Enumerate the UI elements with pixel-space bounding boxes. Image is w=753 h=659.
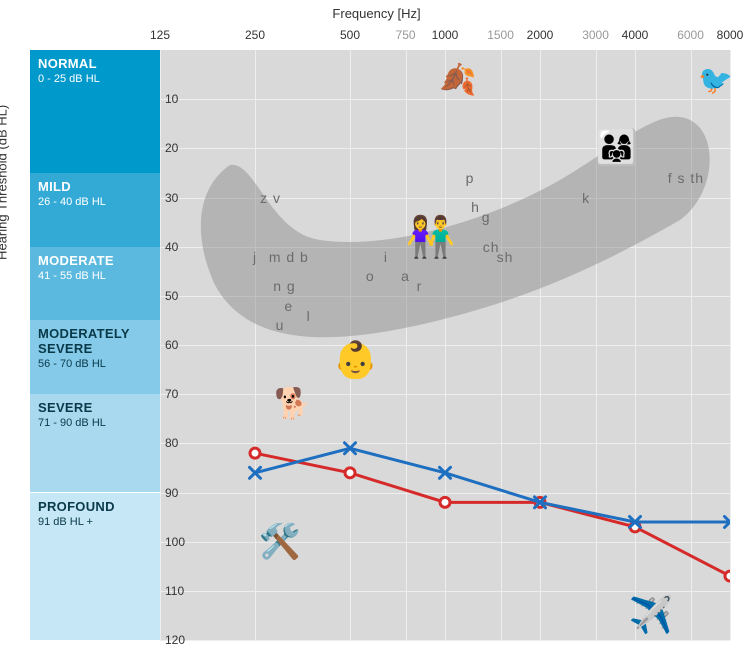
category-normal: NORMAL 0 - 25 dB HL <box>30 50 160 173</box>
y-tick-label: 80 <box>165 436 178 450</box>
phoneme-label: f s th <box>668 170 704 186</box>
y-tick-label: 50 <box>165 289 178 303</box>
phoneme-label: i <box>384 249 388 265</box>
category-severe: SEVERE 71 - 90 dB HL <box>30 394 160 492</box>
x-tick-label: 1500 <box>487 28 514 42</box>
phoneme-label: u <box>276 317 285 333</box>
y-tick-label: 20 <box>165 141 178 155</box>
x-tick-label: 4000 <box>622 28 649 42</box>
x-tick-label: 6000 <box>677 28 704 42</box>
category-title: NORMAL <box>38 56 152 71</box>
phoneme-label: n g <box>273 278 295 294</box>
audiogram-chart: Hearing Threshold (dB HL) Frequency [Hz]… <box>0 0 753 659</box>
gridline-h <box>160 345 730 346</box>
y-tick-label: 70 <box>165 387 178 401</box>
category-range: 41 - 55 dB HL <box>38 270 152 282</box>
gridline-h <box>160 640 730 641</box>
gridline-h <box>160 591 730 592</box>
x-tick-label: 500 <box>340 28 360 42</box>
category-title: PROFOUND <box>38 499 152 514</box>
phoneme-label: h <box>471 199 480 215</box>
x-tick-label: 2000 <box>527 28 554 42</box>
category-moderate: MODERATE 41 - 55 dB HL <box>30 247 160 321</box>
category-title: MILD <box>38 179 152 194</box>
leaves-icon: 🍂 <box>439 62 476 97</box>
y-tick-label: 120 <box>165 633 185 647</box>
phoneme-label: sh <box>497 249 514 265</box>
gridline-h <box>160 148 730 149</box>
x-tick-label: 250 <box>245 28 265 42</box>
x-tick-label: 750 <box>396 28 416 42</box>
lawnmower-icon: 🛠️ <box>259 522 301 562</box>
gridline-h <box>160 296 730 297</box>
phoneme-label: j <box>253 249 257 265</box>
phoneme-label: o <box>366 268 375 284</box>
x-tick-label: 3000 <box>582 28 609 42</box>
x-tick-label: 125 <box>150 28 170 42</box>
conversation-icon: 👫 <box>406 213 456 260</box>
category-profound: PROFOUND 91 dB HL + <box>30 493 160 641</box>
gridline-h <box>160 443 730 444</box>
gridline-h <box>160 493 730 494</box>
category-title: MODERATELY SEVERE <box>38 326 152 356</box>
phoneme-label: e <box>284 298 293 314</box>
category-mild: MILD 26 - 40 dB HL <box>30 173 160 247</box>
y-tick-label: 110 <box>165 584 184 598</box>
category-range: 26 - 40 dB HL <box>38 196 152 208</box>
phoneme-label: m d b <box>269 249 309 265</box>
y-tick-label: 40 <box>165 240 178 254</box>
phoneme-label: g <box>482 209 491 225</box>
phoneme-label: z v <box>260 190 281 206</box>
phoneme-label: l <box>307 308 311 324</box>
phoneme-label: p <box>466 170 475 186</box>
x-axis-label: Frequency [Hz] <box>332 6 420 21</box>
baby-icon: 👶 <box>333 339 378 381</box>
y-axis-label: Hearing Threshold (dB HL) <box>0 104 10 259</box>
x-tick-label: 1000 <box>432 28 459 42</box>
category-range: 56 - 70 dB HL <box>38 358 152 370</box>
phoneme-label: a <box>401 268 410 284</box>
gridline-v <box>730 50 731 640</box>
gridline-h <box>160 394 730 395</box>
category-moderately-severe: MODERATELY SEVERE 56 - 70 dB HL <box>30 320 160 394</box>
plot-area <box>160 50 730 640</box>
y-tick-label: 100 <box>165 535 185 549</box>
category-range: 91 dB HL + <box>38 516 152 528</box>
x-tick-label: 8000 <box>717 28 744 42</box>
phoneme-label: r <box>417 278 423 294</box>
bird-icon: 🐦 <box>698 63 733 96</box>
airplane-icon: ✈️ <box>629 594 674 636</box>
category-range: 0 - 25 dB HL <box>38 73 152 85</box>
gridline-h <box>160 99 730 100</box>
category-range: 71 - 90 dB HL <box>38 417 152 429</box>
y-tick-label: 90 <box>165 486 178 500</box>
gridline-h <box>160 542 730 543</box>
y-tick-label: 10 <box>165 92 178 106</box>
dog-icon: 🐕 <box>274 387 311 422</box>
gridline-h <box>160 198 730 199</box>
phoneme-label: k <box>582 190 590 206</box>
y-tick-label: 60 <box>165 338 178 352</box>
children-icon: 👨‍👩‍👧 <box>596 128 638 168</box>
category-title: MODERATE <box>38 253 152 268</box>
y-tick-label: 30 <box>165 191 178 205</box>
category-title: SEVERE <box>38 400 152 415</box>
